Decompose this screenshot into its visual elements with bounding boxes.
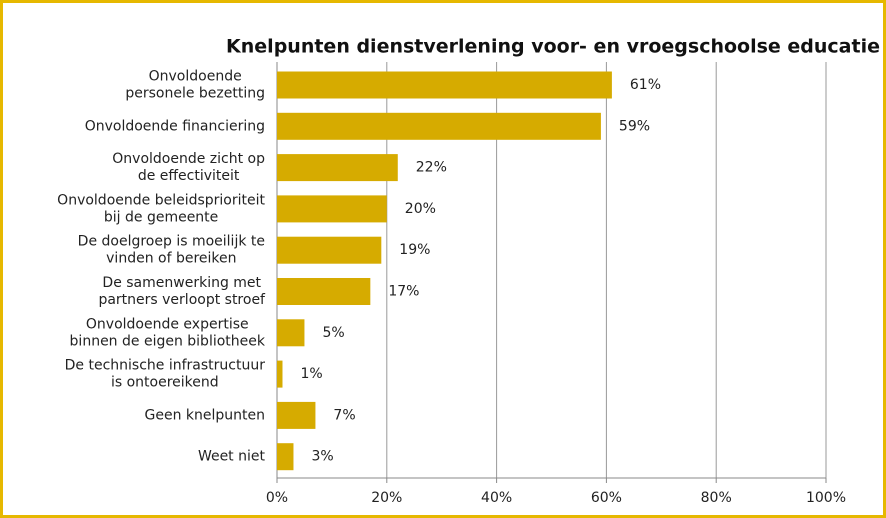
value-label: 5% — [322, 325, 344, 341]
x-tick-label: 20% — [371, 490, 402, 506]
bar — [277, 319, 305, 347]
value-label: 19% — [399, 242, 430, 258]
x-tick-label: 60% — [591, 490, 622, 506]
value-label: 3% — [311, 449, 333, 465]
bar — [277, 112, 601, 140]
bar — [277, 443, 294, 471]
category-label: Onvoldoende financiering — [85, 118, 265, 134]
bar — [277, 278, 371, 305]
x-tick-label: 80% — [701, 490, 732, 506]
value-label: 22% — [416, 160, 447, 176]
category-label: Weet niet — [198, 449, 266, 465]
x-tick-label: 0% — [266, 490, 288, 506]
category-label: De samenwerking met partners verloopt str… — [98, 275, 266, 308]
category-label: De doelgroep is moeilijk te vinden of ber… — [78, 234, 265, 267]
value-label: 61% — [630, 77, 661, 93]
category-label: Onvoldoende zicht op de effectiviteit — [112, 151, 265, 184]
category-label: Geen knelpunten — [145, 407, 266, 423]
x-tick-label: 100% — [806, 490, 846, 506]
category-label: Onvoldoende personele bezetting — [125, 69, 265, 102]
bar — [277, 401, 316, 429]
x-tick-label: 40% — [481, 490, 512, 506]
value-label: 1% — [300, 366, 322, 382]
category-label: De technische infrastructuur is ontoereik… — [65, 358, 266, 391]
value-label: 7% — [333, 407, 355, 423]
category-label: Onvoldoende expertise binnen de eigen bib… — [70, 316, 266, 349]
bar — [277, 360, 283, 388]
value-label: 59% — [619, 118, 650, 134]
chart-title: Knelpunten dienstverlening voor- en vroe… — [226, 36, 880, 58]
category-label: Onvoldoende beleidsprioriteit bij de geme… — [57, 192, 265, 225]
bar — [277, 195, 387, 223]
bar — [277, 71, 612, 99]
bar — [277, 236, 382, 264]
value-label: 20% — [405, 201, 436, 217]
value-label: 17% — [388, 284, 419, 300]
bar — [277, 154, 398, 182]
